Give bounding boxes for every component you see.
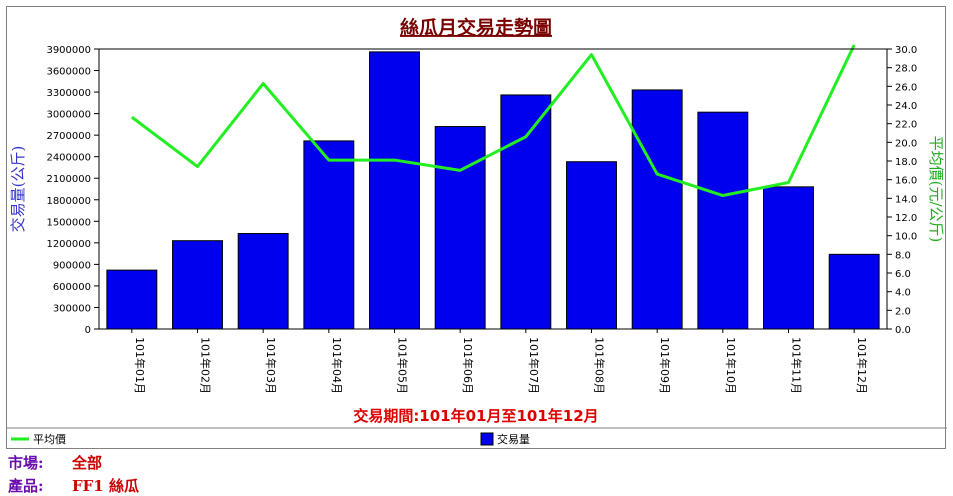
x-tick-label: 101年12月 bbox=[855, 337, 869, 394]
bar bbox=[172, 240, 223, 330]
x-tick-label: 101年04月 bbox=[330, 337, 344, 394]
y-left-tick-label: 3900000 bbox=[46, 45, 91, 56]
market-row: 市場: 全部 bbox=[8, 452, 102, 473]
y-left-tick-label: 1500000 bbox=[46, 217, 91, 228]
x-tick-label: 101年01月 bbox=[133, 337, 147, 394]
bar bbox=[303, 140, 355, 330]
y-left-tick-label: 600000 bbox=[53, 282, 91, 293]
y-right-tick-label: 24.0 bbox=[895, 101, 917, 112]
y-left-tick-label: 900000 bbox=[53, 260, 91, 271]
legend-bar-label: 交易量 bbox=[497, 432, 530, 446]
line-layer bbox=[130, 44, 856, 198]
bar bbox=[697, 111, 749, 330]
y-left-tick-label: 3000000 bbox=[46, 110, 91, 121]
chart-svg: 絲瓜月交易走勢圖 0 300000 600000 900000 1200000 15000… bbox=[7, 16, 947, 446]
right-axis: 0.0 2.0 4.0 6.0 8.0 10.0 12.0 14.0 16.0 18.0 20.0 2… bbox=[887, 45, 917, 336]
y-left-tick-label: 2700000 bbox=[46, 131, 91, 142]
average-price-line bbox=[130, 44, 856, 198]
legend-bar-swatch bbox=[480, 432, 494, 446]
y-right-tick-label: 6.0 bbox=[895, 269, 911, 280]
market-label: 市場: bbox=[8, 454, 44, 472]
y-right-tick-label: 30.0 bbox=[895, 45, 917, 56]
x-axis-label: 交易期間:101年01月至101年12月 bbox=[353, 407, 598, 425]
y-right-tick-label: 16.0 bbox=[895, 176, 917, 187]
y-right-tick-label: 26.0 bbox=[895, 82, 917, 93]
x-labels: 101年01月 101年02月 101年03月 101年04月 101年05月 101年0… bbox=[131, 329, 869, 394]
bar bbox=[500, 94, 552, 330]
x-tick-label: 101年02月 bbox=[199, 337, 213, 394]
x-tick-label: 101年09月 bbox=[658, 337, 672, 394]
bar bbox=[106, 269, 158, 330]
y-axis-left-label: 交易量(公斤) bbox=[9, 146, 27, 233]
y-right-tick-label: 20.0 bbox=[895, 138, 917, 149]
x-tick-label: 101年06月 bbox=[461, 337, 475, 394]
bar bbox=[566, 161, 617, 330]
market-value: 全部 bbox=[72, 454, 103, 472]
y-right-tick-label: 18.0 bbox=[895, 157, 917, 168]
bar bbox=[763, 186, 814, 330]
x-tick-label: 101年03月 bbox=[264, 337, 278, 394]
y-left-tick-label: 1200000 bbox=[46, 239, 91, 250]
y-left-tick-label: 1800000 bbox=[46, 196, 91, 207]
y-left-tick-label: 3300000 bbox=[46, 88, 91, 99]
y-left-tick-label: 300000 bbox=[53, 303, 91, 314]
x-tick-label: 101年05月 bbox=[396, 337, 410, 394]
y-right-tick-label: 0.0 bbox=[895, 325, 911, 336]
x-tick-label: 101年08月 bbox=[593, 337, 607, 394]
x-tick-label: 101年07月 bbox=[527, 337, 541, 394]
y-right-tick-label: 2.0 bbox=[895, 306, 911, 317]
y-right-tick-label: 8.0 bbox=[895, 250, 911, 261]
plot-area bbox=[98, 48, 888, 330]
y-right-tick-label: 10.0 bbox=[895, 232, 917, 243]
bar bbox=[369, 51, 420, 330]
bar bbox=[631, 89, 683, 330]
chart-title: 絲瓜月交易走勢圖 bbox=[400, 16, 552, 39]
bar bbox=[237, 233, 289, 330]
y-left-tick-label: 0 bbox=[85, 325, 91, 336]
product-value: FF1 絲瓜 bbox=[72, 477, 139, 495]
x-tick-label: 101年10月 bbox=[724, 337, 738, 394]
y-axis-right-label: 平均價(元/公斤) bbox=[927, 136, 945, 243]
left-axis: 0 300000 600000 900000 1200000 1500000 1800000… bbox=[46, 45, 99, 336]
y-right-tick-label: 12.0 bbox=[895, 213, 917, 224]
bar bbox=[434, 126, 486, 330]
y-right-tick-label: 28.0 bbox=[895, 64, 917, 75]
chart-frame: 絲瓜月交易走勢圖 0 300000 600000 900000 1200000 15000… bbox=[6, 6, 947, 449]
y-left-tick-label: 2400000 bbox=[46, 153, 91, 164]
x-tick-label: 101年11月 bbox=[790, 337, 804, 394]
y-left-tick-label: 3600000 bbox=[46, 67, 91, 78]
bar bbox=[828, 253, 880, 330]
product-label: 產品: bbox=[8, 477, 44, 495]
product-row: 產品: FF1 絲瓜 bbox=[8, 475, 139, 496]
y-right-tick-label: 14.0 bbox=[895, 194, 917, 205]
y-right-tick-label: 22.0 bbox=[895, 120, 917, 131]
y-right-tick-label: 4.0 bbox=[895, 288, 911, 299]
legend: 平均價 交易量 bbox=[11, 432, 530, 446]
y-left-tick-label: 2100000 bbox=[46, 174, 91, 185]
bars bbox=[106, 51, 880, 330]
legend-line-label: 平均價 bbox=[33, 432, 66, 446]
